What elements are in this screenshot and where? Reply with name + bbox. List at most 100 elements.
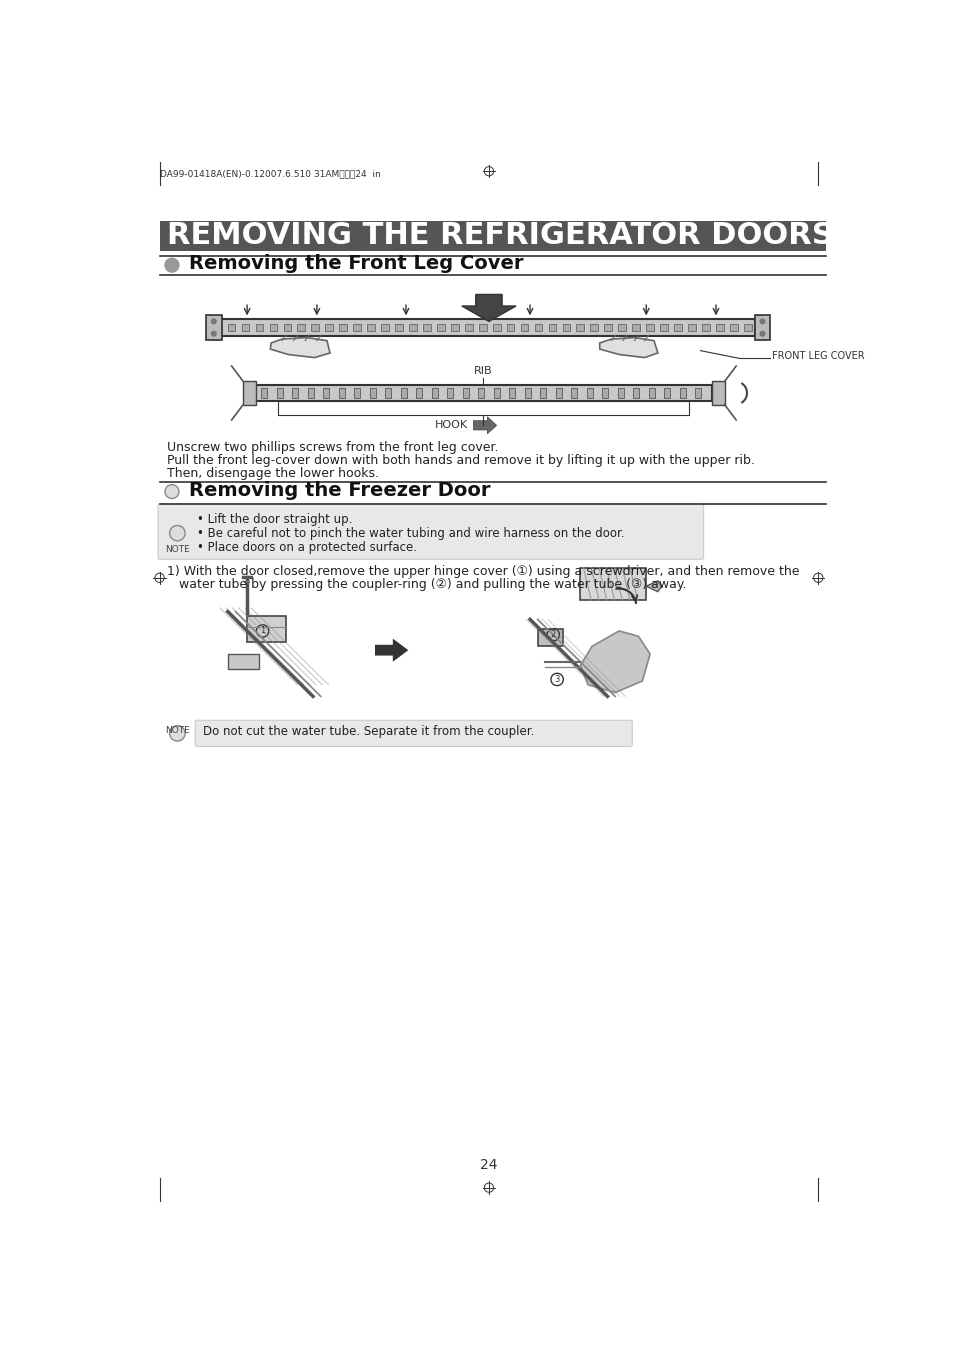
Text: DA99-01418A(EN)-0.12007.6.510 31AM에이직24  in: DA99-01418A(EN)-0.12007.6.510 31AM에이직24 … (159, 170, 380, 178)
Text: HOOK: HOOK (435, 420, 468, 431)
Text: 24: 24 (479, 1157, 497, 1172)
Bar (339, 324, 347, 331)
Bar (381, 324, 389, 331)
Text: FRONT LEG COVER: FRONT LEG COVER (771, 351, 863, 360)
Bar (674, 324, 681, 331)
Circle shape (212, 319, 216, 324)
Bar (506, 324, 514, 331)
Circle shape (212, 331, 216, 336)
Bar (524, 387, 530, 398)
Bar (307, 387, 314, 398)
Bar (493, 324, 500, 331)
Bar (687, 324, 695, 331)
Bar (255, 324, 263, 331)
Bar (462, 387, 468, 398)
Bar (579, 568, 645, 601)
Bar (270, 324, 277, 331)
Bar (228, 324, 235, 331)
Circle shape (165, 258, 179, 273)
Bar (478, 324, 486, 331)
Text: REMOVING THE REFRIGERATOR DOORS: REMOVING THE REFRIGERATOR DOORS (167, 221, 833, 250)
Circle shape (760, 331, 764, 336)
Text: Removing the Front Leg Cover: Removing the Front Leg Cover (189, 254, 523, 273)
Bar (431, 387, 437, 398)
Bar (323, 387, 329, 398)
Bar (367, 324, 375, 331)
Bar (659, 324, 667, 331)
Bar (663, 387, 670, 398)
Bar (283, 324, 291, 331)
Bar (555, 387, 561, 398)
Bar (400, 387, 406, 398)
Bar (601, 387, 608, 398)
Bar (243, 382, 255, 405)
Bar (695, 387, 700, 398)
Circle shape (170, 726, 185, 741)
Bar (477, 387, 484, 398)
Text: • Place doors on a protected surface.: • Place doors on a protected surface. (196, 541, 416, 554)
Bar (447, 387, 453, 398)
Bar (632, 324, 639, 331)
Text: RIB: RIB (474, 366, 493, 377)
Bar (590, 324, 598, 331)
Text: 1: 1 (260, 626, 265, 636)
Bar (276, 387, 282, 398)
FancyBboxPatch shape (158, 504, 703, 559)
Polygon shape (375, 639, 408, 662)
Bar (422, 324, 431, 331)
Bar (520, 324, 528, 331)
Bar (729, 324, 737, 331)
Text: 1) With the door closed,remove the upper hinge cover (①) using a screwdriver, an: 1) With the door closed,remove the upper… (167, 566, 799, 579)
Text: Unscrew two phillips screws from the front leg cover.: Unscrew two phillips screws from the fro… (167, 440, 498, 454)
Bar (548, 324, 556, 331)
Bar (716, 324, 723, 331)
Text: • Lift the door straight up.: • Lift the door straight up. (196, 513, 352, 526)
Bar (617, 387, 623, 398)
Bar (633, 387, 639, 398)
Bar (537, 629, 562, 647)
Bar (743, 324, 751, 331)
Text: NOTE: NOTE (165, 726, 190, 734)
Bar (409, 324, 416, 331)
Bar (586, 387, 592, 398)
Bar (711, 382, 723, 405)
Bar (436, 324, 444, 331)
Bar (416, 387, 422, 398)
Bar (604, 324, 612, 331)
Bar (534, 324, 542, 331)
Text: • Be careful not to pinch the water tubing and wire harness on the door.: • Be careful not to pinch the water tubi… (196, 526, 623, 540)
Bar (292, 387, 298, 398)
Circle shape (165, 485, 179, 498)
Bar (338, 387, 344, 398)
Text: Pull the front leg-cover down with both hands and remove it by lifting it up wit: Pull the front leg-cover down with both … (167, 454, 755, 467)
Text: 3: 3 (554, 675, 559, 684)
Bar (571, 387, 577, 398)
Polygon shape (473, 417, 497, 433)
Polygon shape (461, 294, 516, 321)
Polygon shape (579, 630, 649, 693)
Bar (311, 324, 319, 331)
Bar (325, 324, 333, 331)
Bar (451, 324, 458, 331)
Polygon shape (599, 338, 658, 358)
Bar (241, 324, 249, 331)
Bar (645, 324, 654, 331)
Text: water tube by pressing the coupler-ring (②) and pulling the water tube (③) away.: water tube by pressing the coupler-ring … (167, 578, 686, 591)
Bar (385, 387, 391, 398)
Text: 2: 2 (550, 630, 556, 640)
Bar (562, 324, 570, 331)
Bar (354, 387, 360, 398)
Bar (539, 387, 546, 398)
Bar (509, 387, 515, 398)
Bar (220, 319, 754, 336)
Polygon shape (645, 580, 661, 591)
Text: Do not cut the water tube. Separate it from the coupler.: Do not cut the water tube. Separate it f… (203, 725, 534, 737)
Bar (701, 324, 709, 331)
Text: Then, disengage the lower hooks.: Then, disengage the lower hooks. (167, 467, 379, 479)
Bar (353, 324, 360, 331)
Circle shape (760, 319, 764, 324)
Polygon shape (228, 653, 258, 670)
Bar (464, 324, 472, 331)
Polygon shape (270, 338, 330, 358)
Text: NOTE: NOTE (165, 545, 190, 554)
